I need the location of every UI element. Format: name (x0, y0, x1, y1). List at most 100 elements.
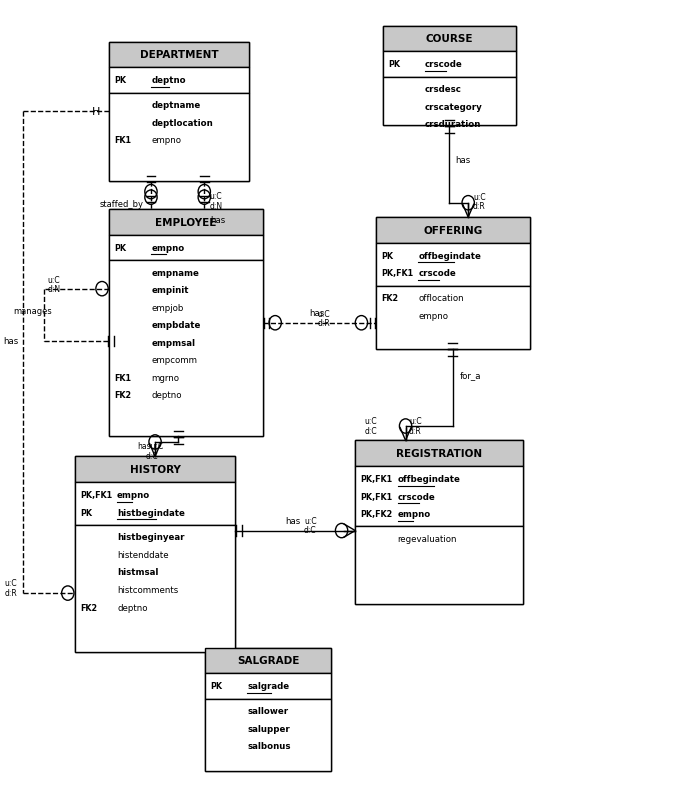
Text: d:R: d:R (4, 588, 17, 597)
Text: salupper: salupper (247, 724, 290, 733)
Bar (109, 94, 249, 182)
Bar (109, 68, 249, 94)
Text: PK: PK (210, 682, 222, 691)
Text: empno: empno (418, 311, 448, 320)
Bar (383, 26, 516, 126)
Text: offbegindate: offbegindate (397, 475, 461, 484)
Text: PK: PK (115, 244, 126, 253)
Text: salgrade: salgrade (247, 682, 289, 691)
Text: u:C: u:C (473, 192, 486, 201)
Text: offbegindate: offbegindate (418, 252, 481, 261)
Bar (75, 525, 235, 652)
Text: FK2: FK2 (382, 294, 398, 302)
Text: crscategory: crscategory (425, 103, 483, 111)
Text: empinit: empinit (151, 286, 189, 295)
Bar (75, 457, 235, 482)
Text: empno: empno (397, 509, 431, 519)
Text: FK1: FK1 (115, 136, 131, 145)
Text: REGISTRATION: REGISTRATION (396, 448, 482, 459)
Text: hasu:C: hasu:C (137, 442, 164, 451)
Text: d:N: d:N (48, 285, 61, 294)
Text: sallower: sallower (247, 707, 288, 715)
Text: has: has (455, 156, 470, 164)
Text: regevaluation: regevaluation (397, 534, 457, 543)
Text: empname: empname (151, 269, 199, 277)
Bar (75, 482, 235, 525)
Bar (109, 261, 263, 437)
Text: offlocation: offlocation (418, 294, 464, 302)
Bar (109, 210, 263, 235)
Text: empbdate: empbdate (151, 321, 201, 330)
Text: salbonus: salbonus (247, 741, 290, 751)
Text: has: has (309, 309, 324, 318)
Text: u:C: u:C (364, 416, 377, 425)
Text: mgrno: mgrno (151, 374, 179, 383)
Bar (355, 441, 523, 466)
Text: HISTORY: HISTORY (130, 464, 181, 475)
Bar (205, 648, 331, 674)
Text: u:C: u:C (304, 516, 317, 525)
Bar (109, 43, 249, 182)
Bar (205, 699, 331, 772)
Text: empmsal: empmsal (151, 338, 195, 347)
Bar (205, 674, 331, 699)
Text: PK,FK2: PK,FK2 (361, 509, 393, 519)
Text: crscode: crscode (418, 269, 456, 278)
Text: d:R: d:R (409, 426, 422, 435)
Bar (376, 218, 530, 243)
Bar (109, 235, 263, 261)
Text: PK,FK1: PK,FK1 (80, 491, 112, 500)
Text: d:C: d:C (146, 452, 158, 460)
Text: manages: manages (13, 307, 52, 316)
Bar (383, 78, 516, 126)
Text: FK1: FK1 (115, 374, 131, 383)
Text: crsdesc: crsdesc (425, 85, 462, 94)
Text: histenddate: histenddate (117, 550, 168, 559)
Text: deptno: deptno (117, 603, 148, 612)
Text: deptname: deptname (151, 101, 201, 110)
Bar (109, 210, 263, 437)
Bar (383, 52, 516, 78)
Text: PK,FK1: PK,FK1 (382, 269, 413, 278)
Bar (355, 466, 523, 527)
Text: d:N: d:N (210, 201, 223, 210)
Text: has: has (3, 336, 18, 346)
Text: u:C: u:C (409, 416, 422, 425)
Text: OFFERING: OFFERING (423, 225, 482, 236)
Bar (109, 43, 249, 68)
Text: staffed_by: staffed_by (99, 200, 144, 209)
Text: d:C: d:C (364, 426, 377, 435)
Text: empno: empno (117, 491, 150, 500)
Text: SALGRADE: SALGRADE (237, 656, 299, 666)
Bar (75, 457, 235, 652)
Text: d:R: d:R (317, 319, 331, 328)
Text: PK,FK1: PK,FK1 (361, 492, 393, 501)
Text: for_a: for_a (460, 371, 481, 379)
Text: deptno: deptno (151, 391, 181, 400)
Text: d:R: d:R (473, 202, 486, 211)
Text: FK2: FK2 (80, 603, 97, 612)
Bar (376, 243, 530, 286)
Bar (205, 648, 331, 772)
Text: H: H (92, 107, 101, 116)
Bar (355, 441, 523, 604)
Text: histmsal: histmsal (117, 568, 159, 577)
Bar (376, 286, 530, 349)
Text: d:C: d:C (304, 525, 317, 535)
Text: EMPLOYEE: EMPLOYEE (155, 217, 217, 228)
Text: u:C: u:C (48, 275, 60, 284)
Text: crscode: crscode (397, 492, 435, 501)
Text: u:C: u:C (210, 192, 222, 200)
Text: deptlocation: deptlocation (151, 119, 213, 128)
Text: DEPARTMENT: DEPARTMENT (139, 51, 218, 60)
Text: FK2: FK2 (115, 391, 132, 400)
Text: histbeginyear: histbeginyear (117, 533, 185, 541)
Text: empno: empno (151, 244, 184, 253)
Bar (355, 527, 523, 604)
Bar (376, 218, 530, 349)
Text: empno: empno (151, 136, 181, 145)
Text: COURSE: COURSE (426, 34, 473, 44)
Text: u:C: u:C (4, 578, 17, 588)
Text: crscode: crscode (425, 60, 463, 70)
Text: PK: PK (382, 252, 393, 261)
